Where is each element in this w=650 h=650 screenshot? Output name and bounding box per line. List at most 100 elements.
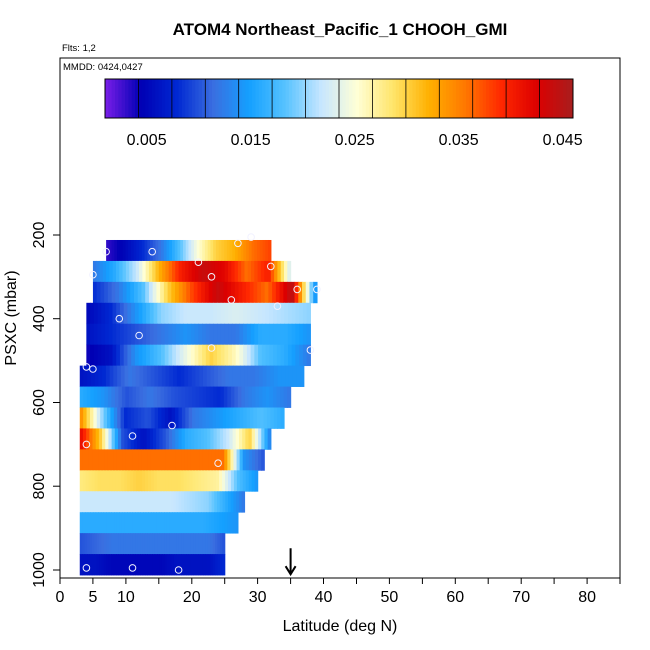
heatmap-cell	[190, 281, 195, 304]
colorbar-swatch	[529, 79, 534, 118]
heatmap-cell	[265, 302, 270, 325]
heatmap-cell	[97, 470, 102, 492]
heatmap-cell	[248, 428, 253, 450]
heatmap-cell	[164, 323, 170, 346]
heatmap-cell	[183, 323, 188, 346]
heatmap-cell	[280, 344, 285, 367]
heatmap-cell	[143, 365, 148, 387]
colorbar-swatch	[369, 79, 373, 118]
heatmap-cell	[121, 386, 127, 408]
heatmap-cell	[219, 428, 224, 450]
heatmap-cell	[112, 323, 117, 346]
heatmap-cell	[219, 407, 224, 429]
heatmap-cell	[245, 428, 250, 450]
heatmap-cell	[221, 239, 225, 262]
heatmap-cell	[171, 386, 176, 408]
heatmap-cell	[276, 344, 282, 367]
heatmap-cell	[168, 344, 173, 367]
heatmap-cell	[216, 512, 221, 534]
heatmap-cell	[241, 491, 246, 513]
heatmap-cell	[261, 344, 267, 367]
heatmap-cell	[128, 239, 132, 262]
colorbar-swatch	[466, 79, 470, 118]
colorbar-swatch	[121, 79, 126, 118]
sample-point	[82, 363, 91, 371]
heatmap-cell	[162, 491, 166, 513]
heatmap-cell	[238, 428, 243, 450]
heatmap-cell	[181, 491, 185, 513]
heatmap-cell	[242, 428, 246, 450]
heatmap-cell	[132, 512, 136, 534]
heatmap-cell	[195, 260, 199, 283]
heatmap-cell	[219, 533, 223, 555]
colorbar-swatch	[111, 79, 116, 118]
colorbar-swatch	[492, 79, 497, 118]
colorbar-swatch	[562, 79, 567, 118]
heatmap-cell	[172, 323, 177, 346]
heatmap-cell	[159, 533, 163, 555]
heatmap-cell	[158, 260, 163, 283]
heatmap-cell	[106, 554, 110, 576]
heatmap-cell	[141, 281, 146, 304]
colorbar-swatch	[522, 79, 527, 118]
heatmap-cell	[192, 491, 196, 513]
heatmap-cell	[245, 449, 250, 471]
colorbar-swatch	[218, 79, 223, 118]
heatmap-cell	[153, 491, 158, 513]
heatmap-cell	[246, 281, 251, 304]
sample-point	[306, 346, 315, 354]
x-tick-label: 50	[381, 589, 399, 606]
heatmap-cell	[204, 281, 210, 304]
markers	[284, 548, 297, 577]
heatmap-layer	[79, 386, 292, 408]
heatmap-cell	[89, 533, 93, 555]
heatmap-cell	[104, 491, 108, 513]
colorbar-swatch	[389, 79, 393, 118]
heatmap-cell	[202, 386, 207, 408]
heatmap-cell	[236, 449, 241, 471]
heatmap-cell	[153, 428, 157, 450]
heatmap-cell	[292, 365, 297, 387]
heatmap-cell	[187, 323, 192, 346]
heatmap-cell	[114, 239, 118, 262]
heatmap-cell	[142, 554, 146, 576]
heatmap-cell	[166, 533, 170, 555]
heatmap-cell	[205, 323, 211, 346]
heatmap-cell	[122, 260, 127, 283]
heatmap-cell	[291, 344, 297, 367]
heatmap-cell	[82, 491, 86, 513]
heatmap-cell	[211, 512, 215, 534]
heatmap-cell	[266, 365, 271, 387]
heatmap-cell	[136, 239, 140, 262]
heatmap-cell	[178, 428, 183, 450]
heatmap-cell	[243, 344, 248, 367]
heatmap-cell	[127, 470, 131, 492]
heatmap-cell	[228, 470, 232, 492]
heatmap-cell	[214, 260, 219, 283]
heatmap-cell	[202, 323, 207, 346]
heatmap-cell	[156, 428, 160, 450]
heatmap-cell	[146, 386, 151, 408]
heatmap-cell	[135, 554, 139, 576]
heatmap-cell	[132, 386, 137, 408]
heatmap-cell	[130, 407, 135, 429]
heatmap-cell	[91, 554, 95, 576]
heatmap-cell	[95, 512, 99, 534]
colorbar-swatch	[171, 79, 176, 118]
heatmap-cell	[203, 428, 208, 450]
heatmap-cell	[198, 323, 203, 346]
heatmap-cell	[211, 491, 215, 513]
heatmap-cell	[208, 260, 213, 283]
colorbar-swatch	[489, 79, 494, 118]
heatmap-cell	[257, 260, 262, 283]
heatmap-cell	[270, 365, 275, 387]
heatmap-cell	[207, 554, 211, 576]
heatmap-cell	[207, 239, 212, 262]
heatmap-cell	[131, 302, 136, 325]
heatmap-cell	[248, 239, 253, 262]
heatmap-cell	[206, 386, 211, 408]
x-axis: 0 5 10 20 30 40 50 60 70 80	[56, 578, 621, 606]
colorbar-swatch	[128, 79, 133, 118]
heatmap-cell	[194, 323, 199, 346]
heatmap-cell	[233, 449, 238, 471]
